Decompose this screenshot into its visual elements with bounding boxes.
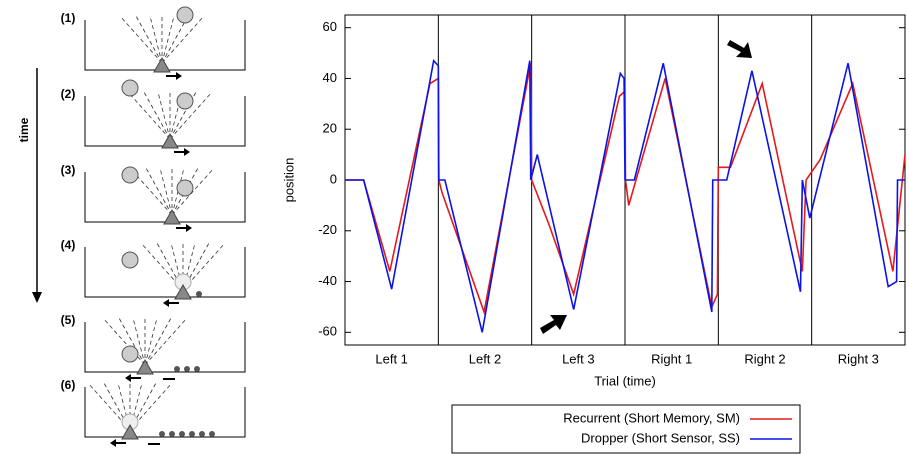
y-tick-label: 20 xyxy=(323,121,337,136)
agent xyxy=(174,283,192,300)
pointer-arrow xyxy=(727,40,752,58)
ball xyxy=(121,166,139,184)
sensor-ray xyxy=(161,15,205,64)
sensor-ray xyxy=(161,15,175,64)
panel-label: (2) xyxy=(61,87,76,101)
trail-dot xyxy=(194,366,200,372)
ball xyxy=(176,179,194,197)
trail-dot xyxy=(189,431,195,437)
sensor-ray xyxy=(145,167,173,216)
data-line xyxy=(345,58,905,333)
agent xyxy=(153,56,171,73)
time-label: time xyxy=(17,117,31,142)
motion-arrowhead xyxy=(110,439,116,447)
panel-label: (1) xyxy=(61,11,76,25)
sensor-ray xyxy=(157,91,171,140)
trail-dot xyxy=(196,291,202,297)
panel-box xyxy=(84,387,246,438)
ball xyxy=(176,6,194,24)
x-tick-label: Right 1 xyxy=(651,351,692,366)
x-tick-label: Left 2 xyxy=(469,351,502,366)
trail-dot xyxy=(169,431,175,437)
panel-box xyxy=(84,322,246,373)
agent xyxy=(163,208,181,225)
sensor-ray xyxy=(132,317,146,366)
sensor-ray xyxy=(171,167,215,216)
y-tick-label: -20 xyxy=(318,222,337,237)
trail-dot xyxy=(184,366,190,372)
sensor-ray xyxy=(171,167,199,216)
panel-label: (3) xyxy=(61,163,76,177)
sensor-ray xyxy=(144,317,158,366)
panel-label: (6) xyxy=(61,378,76,392)
sensor-ray xyxy=(102,317,146,366)
legend-label: Recurrent (Short Memory, SM) xyxy=(563,410,740,425)
sensor-ray xyxy=(118,317,146,366)
y-tick-label: 60 xyxy=(323,19,337,34)
panel-box xyxy=(84,96,246,147)
motion-arrowhead xyxy=(163,299,169,307)
motion-arrowhead xyxy=(176,72,182,80)
sensor-ray xyxy=(149,15,163,64)
panel-box xyxy=(84,247,246,298)
legend-label: Dropper (Short Sensor, SS) xyxy=(581,430,740,445)
agent xyxy=(136,358,154,375)
trail-dot xyxy=(209,431,215,437)
trail-dot xyxy=(179,431,185,437)
motion-arrowhead xyxy=(125,374,131,382)
legend-box xyxy=(451,404,801,454)
sensor-ray xyxy=(127,91,171,140)
ball xyxy=(121,345,139,363)
time-arrowhead xyxy=(32,292,42,303)
panel-label: (4) xyxy=(61,238,76,252)
sensor-ray xyxy=(119,15,163,64)
sensor-ray xyxy=(135,15,163,64)
trail-dot xyxy=(199,431,205,437)
y-axis-label: position xyxy=(281,158,296,203)
trail-dot xyxy=(174,366,180,372)
motion-arrowhead xyxy=(186,224,192,232)
trail-dot xyxy=(159,431,165,437)
ball xyxy=(121,251,139,269)
x-axis-label: Trial (time) xyxy=(594,373,656,388)
y-tick-label: -40 xyxy=(318,273,337,288)
ball xyxy=(121,79,139,97)
pointer-arrow xyxy=(540,315,567,334)
x-tick-label: Right 2 xyxy=(744,351,785,366)
sensor-ray xyxy=(169,91,183,140)
sensor-ray xyxy=(169,91,213,140)
sensor-ray xyxy=(144,317,172,366)
sensor-ray xyxy=(159,167,173,216)
motion-arrowhead xyxy=(184,148,190,156)
sensor-ray xyxy=(144,317,188,366)
y-tick-label: -60 xyxy=(318,324,337,339)
agent xyxy=(121,423,139,440)
x-tick-label: Left 3 xyxy=(562,351,595,366)
y-tick-label: 0 xyxy=(330,171,337,186)
y-tick-label: 40 xyxy=(323,70,337,85)
ball xyxy=(176,92,194,110)
x-tick-label: Right 3 xyxy=(838,351,879,366)
panel-box xyxy=(84,172,246,223)
sensor-ray xyxy=(161,15,189,64)
agent xyxy=(161,132,179,149)
panel-label: (5) xyxy=(61,313,76,327)
sensor-ray xyxy=(143,91,171,140)
x-tick-label: Left 1 xyxy=(375,351,408,366)
